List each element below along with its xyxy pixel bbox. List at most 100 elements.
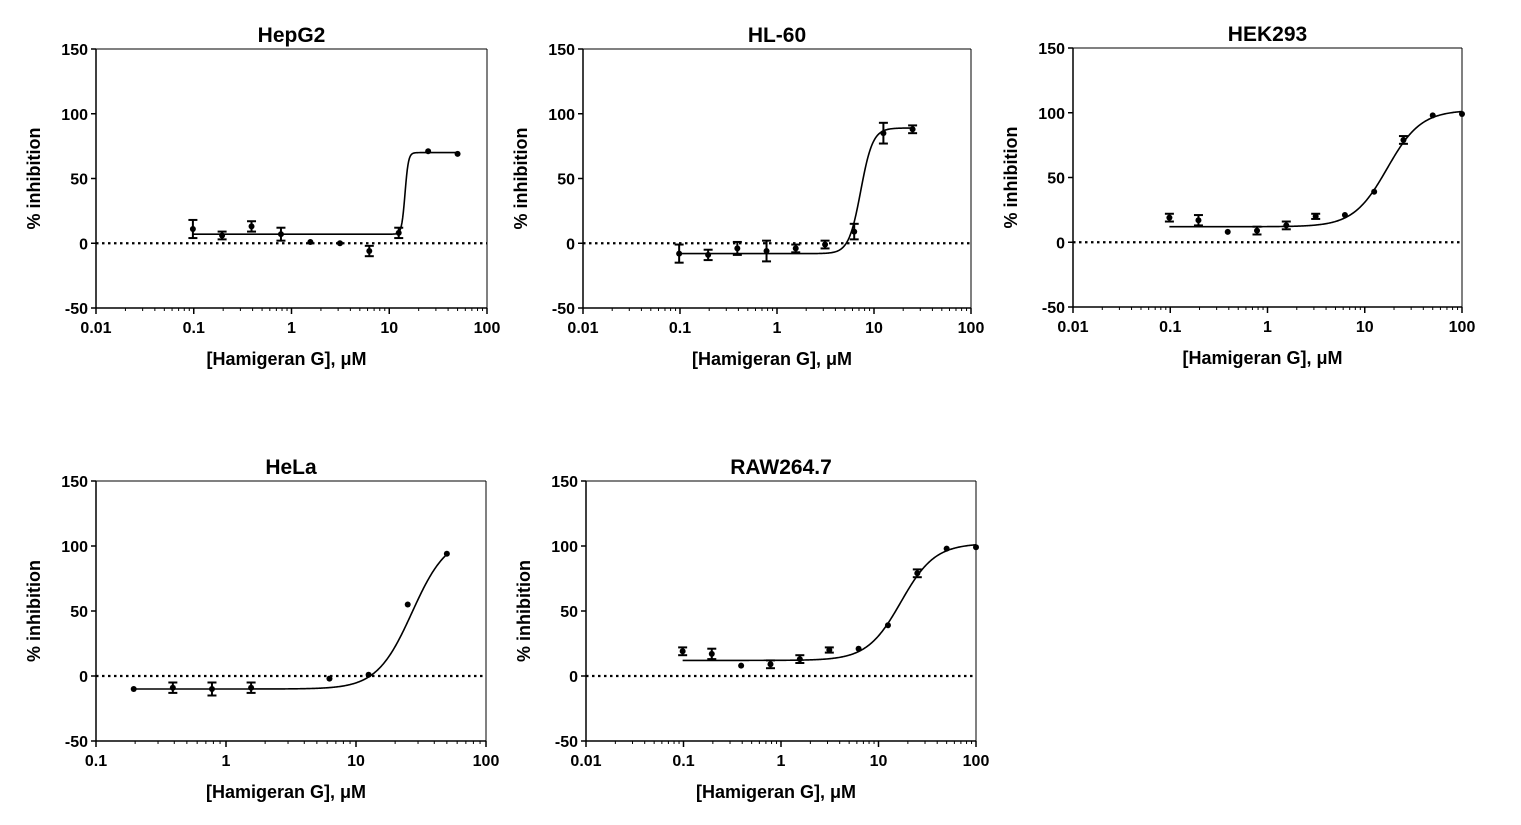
data-point (705, 251, 712, 258)
data-point (796, 656, 803, 663)
data-point (1429, 112, 1436, 119)
x-tick-label: 100 (958, 320, 985, 337)
data-point (884, 622, 891, 629)
y-tick-label: 100 (61, 539, 88, 556)
chart-panel-0: HepG2 -50 0 50 100 150 0.01 0.1 1 10 100 [Hamigeran… (24, 24, 500, 369)
data-point (1224, 228, 1231, 235)
x-tick-label: 1 (1263, 319, 1272, 336)
data-point (826, 647, 833, 653)
y-tick-label: 0 (566, 236, 575, 253)
y-tick-label: 0 (79, 236, 88, 253)
y-tick-label: 150 (61, 474, 88, 491)
data-point (307, 238, 314, 245)
chart-panel-3: HeLa -50 0 50 100 150 0.1 1 10 100 [Hamigeran G], … (24, 456, 499, 802)
y-tick-label: -50 (65, 301, 88, 318)
x-tick-label: 0.1 (183, 320, 205, 337)
data-point (1195, 217, 1202, 224)
data-point (851, 228, 858, 235)
data-point (679, 648, 686, 655)
x-tick-label: 1 (222, 753, 231, 770)
chart-panel-2: HEK293 -50 0 50 100 150 0.01 0.1 1 10 100 [Hamigera… (1001, 23, 1475, 368)
data-point (336, 240, 343, 247)
y-axis-label: % inhibition (511, 128, 531, 230)
data-point (1283, 222, 1290, 229)
x-tick-label: 0.1 (672, 753, 694, 770)
y-tick-label: 0 (1056, 235, 1065, 252)
data-point (1371, 188, 1378, 195)
y-tick-label: 100 (61, 107, 88, 124)
x-axis-label: [Hamigeran G], μM (206, 349, 366, 369)
data-point (767, 661, 774, 668)
data-point (326, 675, 333, 682)
y-tick-label: 100 (1038, 106, 1065, 123)
y-tick-label: 50 (70, 172, 88, 189)
fit-curve (192, 151, 458, 235)
data-point (404, 601, 411, 608)
y-tick-label: 50 (560, 604, 578, 621)
y-tick-label: 100 (551, 539, 578, 556)
data-point (763, 248, 770, 255)
data-point (130, 686, 137, 692)
fit-curve (133, 553, 448, 690)
x-tick-label: 100 (1449, 319, 1476, 336)
x-tick-label: 100 (474, 320, 501, 337)
y-tick-label: 150 (1038, 41, 1065, 58)
fit-curve (1169, 110, 1463, 228)
data-point (880, 130, 887, 137)
y-tick-label: 150 (551, 474, 578, 491)
x-axis-label: [Hamigeran G], μM (696, 782, 856, 802)
x-tick-label: 0.1 (85, 753, 107, 770)
data-point (909, 126, 916, 133)
y-axis-label: % inhibition (1001, 127, 1021, 229)
x-tick-label: 0.01 (570, 753, 601, 770)
x-axis-label: [Hamigeran G], μM (206, 782, 366, 802)
x-tick-label: 100 (473, 753, 500, 770)
data-point (277, 231, 284, 238)
data-point (822, 241, 829, 248)
y-tick-label: 50 (70, 604, 88, 621)
x-tick-label: 10 (870, 753, 888, 770)
x-tick-label: 10 (380, 320, 398, 337)
data-point (443, 550, 450, 557)
data-point (365, 671, 372, 678)
chart-title: HepG2 (258, 24, 326, 47)
data-point (738, 662, 745, 669)
y-tick-label: 150 (548, 42, 575, 59)
y-tick-label: 0 (569, 669, 578, 686)
data-point (855, 645, 862, 652)
y-tick-label: 0 (79, 669, 88, 686)
fit-curve (679, 127, 913, 255)
x-tick-label: 1 (777, 753, 786, 770)
x-tick-label: 0.01 (1057, 319, 1088, 336)
data-point (395, 229, 402, 236)
data-point (219, 232, 226, 239)
y-tick-label: -50 (552, 301, 575, 318)
data-point (189, 226, 196, 233)
chart-title: HeLa (265, 456, 317, 479)
y-tick-label: -50 (555, 734, 578, 751)
x-tick-label: 1 (773, 320, 782, 337)
y-axis-label: % inhibition (24, 128, 44, 230)
chart-title: RAW264.7 (730, 456, 832, 479)
data-point (973, 544, 979, 551)
x-tick-label: 100 (963, 753, 990, 770)
y-tick-label: 50 (1047, 171, 1065, 188)
x-tick-label: 0.01 (80, 320, 111, 337)
data-point (943, 545, 950, 552)
chart-panel-1: HL-60 -50 0 50 100 150 0.01 0.1 1 10 100 [Hamigeran… (511, 24, 984, 369)
y-tick-label: 50 (557, 172, 575, 189)
data-point (248, 684, 255, 691)
x-axis-label: [Hamigeran G], μM (692, 349, 852, 369)
data-point (208, 686, 215, 692)
x-tick-label: 0.1 (669, 320, 691, 337)
y-tick-label: -50 (1042, 300, 1065, 317)
data-point (792, 245, 799, 252)
y-tick-label: -50 (65, 734, 88, 751)
x-tick-label: 1 (287, 320, 296, 337)
data-point (169, 684, 176, 691)
data-point (1312, 213, 1319, 220)
x-tick-label: 10 (1356, 319, 1374, 336)
data-point (1254, 227, 1261, 234)
x-tick-label: 0.1 (1159, 319, 1181, 336)
